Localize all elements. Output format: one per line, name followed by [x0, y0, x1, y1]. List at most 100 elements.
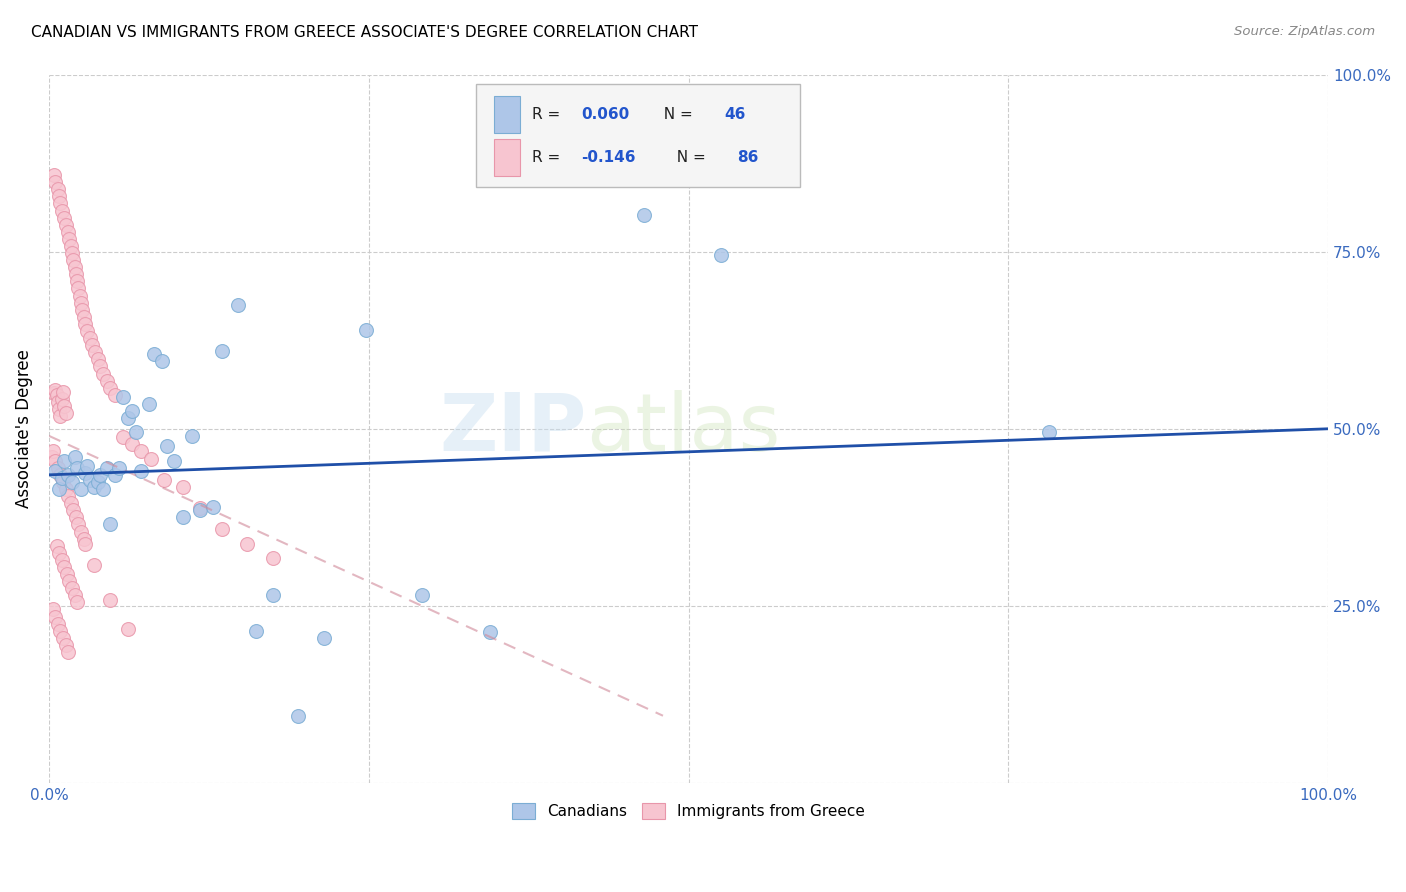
Point — [70, 295, 93, 310]
Point — [59, 239, 82, 253]
Point — [226, 298, 249, 312]
Point — [45, 539, 67, 553]
Point — [201, 500, 224, 514]
Point — [129, 444, 152, 458]
Point — [79, 331, 101, 345]
Point — [65, 268, 87, 282]
Point — [56, 489, 79, 503]
Point — [287, 708, 309, 723]
Point — [633, 208, 655, 222]
Point — [117, 411, 139, 425]
Point — [42, 602, 65, 616]
Point — [63, 450, 86, 464]
Text: -0.146: -0.146 — [581, 150, 636, 165]
Point — [49, 467, 72, 482]
Point — [150, 354, 173, 368]
Point — [100, 593, 122, 607]
Point — [211, 522, 233, 536]
Point — [60, 246, 83, 260]
Point — [262, 588, 284, 602]
Text: 46: 46 — [724, 107, 745, 122]
Y-axis label: Associate's Degree: Associate's Degree — [15, 350, 32, 508]
Text: atlas: atlas — [586, 390, 780, 467]
FancyBboxPatch shape — [494, 96, 520, 133]
Point — [73, 536, 96, 550]
Point — [83, 480, 105, 494]
Point — [62, 253, 84, 268]
Point — [56, 645, 79, 659]
Point — [163, 453, 186, 467]
Point — [72, 310, 94, 324]
Point — [70, 482, 93, 496]
Text: R =: R = — [533, 150, 565, 165]
Point — [44, 383, 66, 397]
Text: ZIP: ZIP — [439, 390, 586, 467]
Text: N =: N = — [654, 107, 697, 122]
Point — [104, 467, 127, 482]
Point — [91, 367, 114, 381]
Text: 0.060: 0.060 — [581, 107, 630, 122]
Point — [51, 471, 73, 485]
Point — [84, 345, 107, 359]
Point — [1038, 425, 1060, 440]
Point — [91, 482, 114, 496]
Text: N =: N = — [666, 150, 710, 165]
Point — [83, 558, 105, 572]
Text: 86: 86 — [737, 150, 759, 165]
Point — [42, 444, 65, 458]
Point — [89, 359, 111, 374]
Point — [67, 517, 90, 532]
Point — [172, 480, 194, 494]
Point — [48, 482, 70, 496]
Point — [46, 616, 69, 631]
Point — [96, 374, 118, 388]
Point — [112, 430, 135, 444]
Point — [60, 581, 83, 595]
Legend: Canadians, Immigrants from Greece: Canadians, Immigrants from Greece — [506, 797, 872, 825]
Point — [52, 384, 75, 399]
Point — [53, 560, 76, 574]
Text: R =: R = — [533, 107, 565, 122]
Point — [65, 510, 87, 524]
Point — [70, 524, 93, 539]
Point — [49, 196, 72, 211]
Point — [479, 625, 502, 640]
Point — [89, 467, 111, 482]
Point — [411, 588, 433, 602]
Point — [45, 388, 67, 402]
Point — [58, 574, 80, 588]
Point — [79, 473, 101, 487]
Point — [48, 189, 70, 203]
Point — [55, 482, 77, 496]
Point — [312, 631, 335, 645]
Point — [44, 609, 66, 624]
Point — [46, 182, 69, 196]
Point — [211, 343, 233, 358]
Point — [709, 248, 731, 262]
Point — [76, 458, 98, 473]
Point — [46, 395, 69, 409]
Point — [76, 324, 98, 338]
Point — [48, 401, 70, 416]
Point — [125, 425, 148, 440]
Point — [245, 624, 267, 638]
Point — [63, 260, 86, 275]
Point — [70, 302, 93, 317]
Point — [53, 453, 76, 467]
Point — [58, 232, 80, 246]
Point — [49, 409, 72, 423]
Point — [53, 211, 76, 225]
Point — [55, 406, 77, 420]
Point — [121, 437, 143, 451]
Point — [51, 553, 73, 567]
Point — [44, 464, 66, 478]
Point — [142, 347, 165, 361]
Point — [86, 475, 108, 489]
Text: Source: ZipAtlas.com: Source: ZipAtlas.com — [1234, 25, 1375, 38]
Point — [82, 338, 104, 352]
Point — [129, 464, 152, 478]
Point — [60, 475, 83, 489]
Point — [69, 288, 91, 302]
Point — [138, 397, 160, 411]
Point — [112, 390, 135, 404]
